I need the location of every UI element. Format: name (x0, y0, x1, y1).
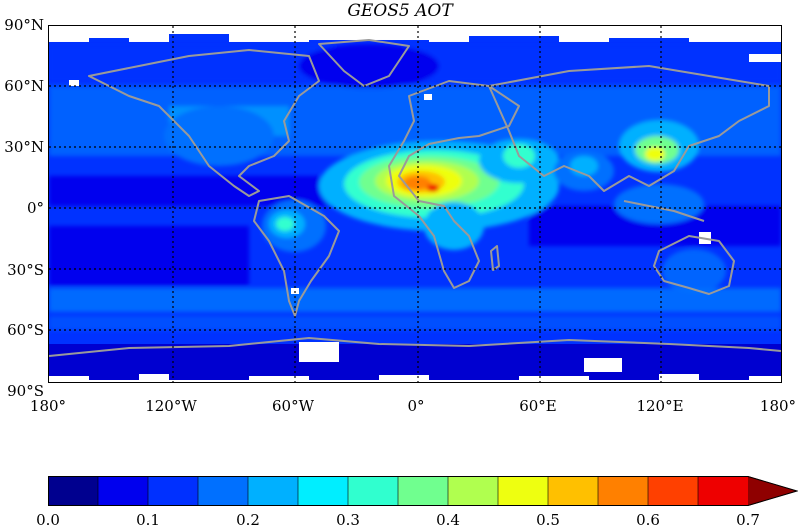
y-tick-90n: 90°N (4, 16, 44, 34)
colorbar-tick-4: 0.4 (436, 511, 460, 529)
x-tick-120w: 120°W (145, 397, 197, 415)
x-tick-180w: 180° (29, 397, 67, 415)
colorbar-segment (598, 476, 649, 506)
colorbar-tick-5: 0.5 (536, 511, 560, 529)
colorbar-tick-1: 0.1 (136, 511, 160, 529)
colorbar-segment (98, 476, 149, 506)
y-tick-60n: 60°N (4, 77, 44, 95)
aot-map (48, 25, 782, 383)
colorbar-segment (648, 476, 699, 506)
colorbar-segment (48, 476, 99, 506)
x-tick-60e: 60°E (519, 397, 557, 415)
colorbar-outline (48, 476, 798, 506)
colorbar-segment (198, 476, 249, 506)
aot-field (49, 26, 781, 382)
colorbar-segment (348, 476, 399, 506)
colorbar-tick-2: 0.2 (236, 511, 260, 529)
colorbar-segment (698, 476, 749, 506)
colorbar-segment (298, 476, 349, 506)
coastlines (49, 39, 781, 357)
colorbar-segment (498, 476, 549, 506)
colorbar-segment (548, 476, 599, 506)
colorbar-svg (48, 476, 798, 506)
colorbar-segment (398, 476, 449, 506)
x-tick-60w: 60°W (271, 397, 314, 415)
colorbar-segment (448, 476, 499, 506)
colorbar-tick-6: 0.6 (636, 511, 660, 529)
colorbar-tick-0: 0.0 (36, 511, 60, 529)
colorbar-segment (148, 476, 199, 506)
no-data-patches (69, 54, 781, 372)
y-tick-90s: 90°S (7, 382, 44, 400)
y-tick-60s: 60°S (7, 321, 44, 339)
y-tick-30n: 30°N (4, 138, 44, 156)
x-tick-0: 0° (407, 397, 425, 415)
x-tick-180e: 180° (759, 397, 797, 415)
colorbar-extend-arrow (748, 476, 798, 506)
map-title: GEOS5 AOT (347, 1, 453, 21)
x-tick-120e: 120°E (636, 397, 684, 415)
colorbar-tick-3: 0.3 (336, 511, 360, 529)
y-tick-30s: 30°S (7, 261, 44, 279)
y-tick-0: 0° (26, 199, 44, 217)
colorbar (48, 476, 798, 506)
colorbar-tick-7: 0.7 (736, 511, 760, 529)
graticule (49, 26, 781, 382)
colorbar-segment (248, 476, 299, 506)
